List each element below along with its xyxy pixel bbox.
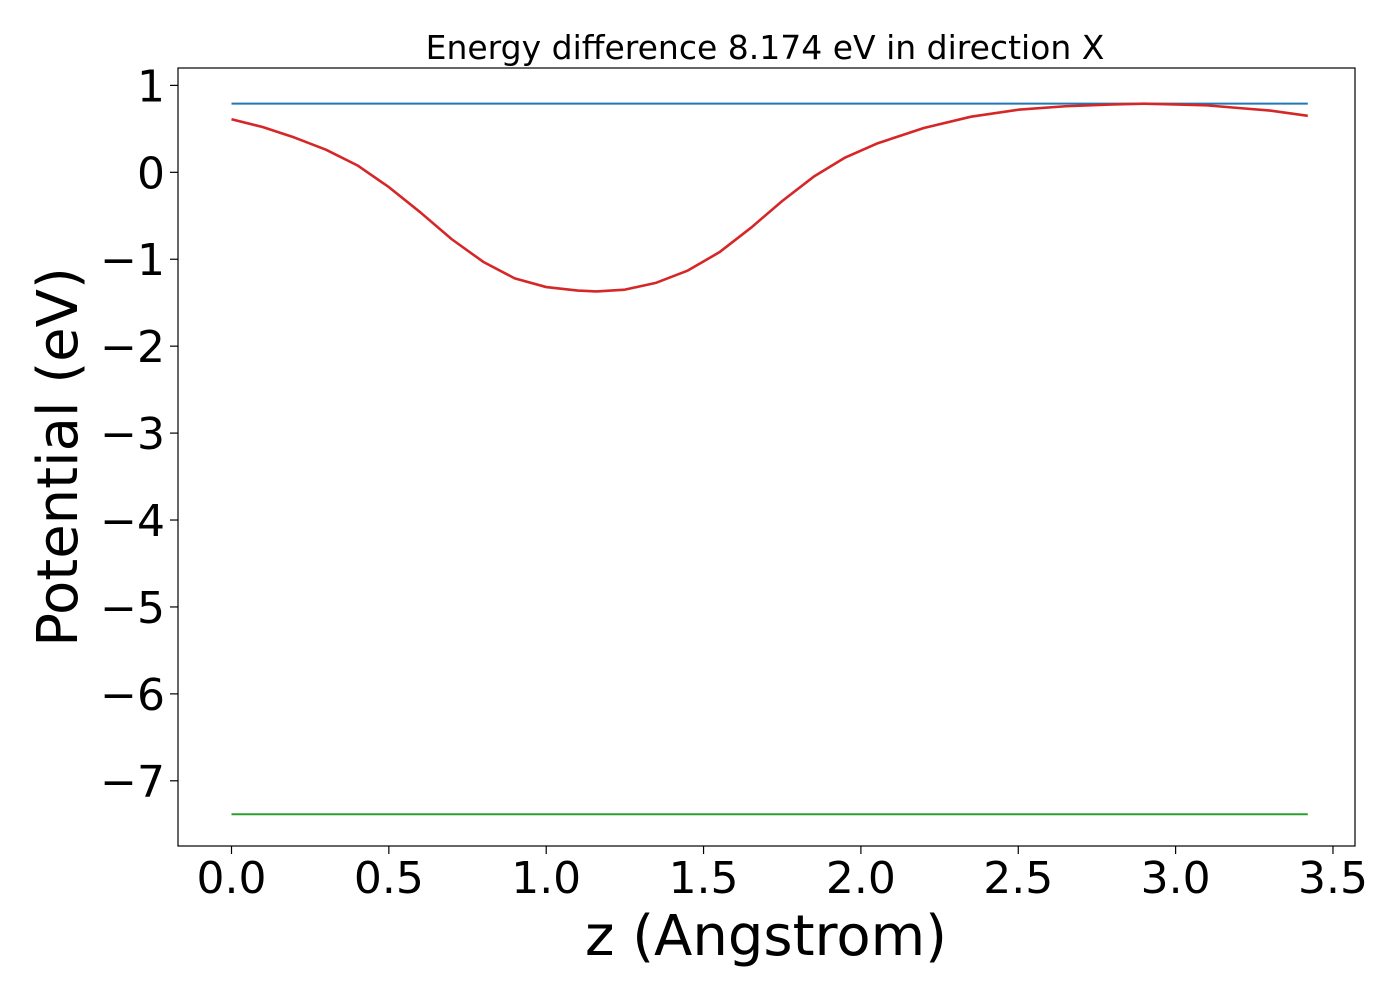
chart-title: Energy difference 8.174 eV in direction … xyxy=(426,28,1105,67)
x-tick-label: 0.0 xyxy=(197,853,267,904)
x-tick-label: 3.0 xyxy=(1141,853,1211,904)
y-tick-label: −3 xyxy=(100,409,165,460)
y-axis: 1 0 −1 −2 −3 −4 −5 −6 −7 xyxy=(100,61,178,808)
x-axis-label: z (Angstrom) xyxy=(585,904,947,969)
y-tick-label: −7 xyxy=(100,757,165,808)
series-layer xyxy=(231,102,1308,816)
x-tick-label: 2.0 xyxy=(826,853,896,904)
y-tick-label: 1 xyxy=(137,61,165,112)
x-tick-label: 1.5 xyxy=(669,853,739,904)
y-tick-label: −4 xyxy=(100,496,165,547)
y-tick-label: −5 xyxy=(100,583,165,634)
x-tick-label: 2.5 xyxy=(983,853,1053,904)
series-line-3 xyxy=(231,102,1308,293)
x-tick-label: 1.0 xyxy=(511,853,581,904)
x-tick-label: 3.5 xyxy=(1298,853,1368,904)
y-tick-label: −6 xyxy=(100,670,165,721)
plot-frame xyxy=(177,67,1356,847)
y-axis-label: Potential (eV) xyxy=(26,267,91,647)
y-tick-label: −1 xyxy=(100,235,165,286)
x-axis: 0.0 0.5 1.0 1.5 2.0 2.5 3.0 3.5 xyxy=(197,846,1368,904)
x-tick-label: 0.5 xyxy=(354,853,424,904)
y-tick-label: 0 xyxy=(137,148,165,199)
y-tick-label: −2 xyxy=(100,322,165,373)
